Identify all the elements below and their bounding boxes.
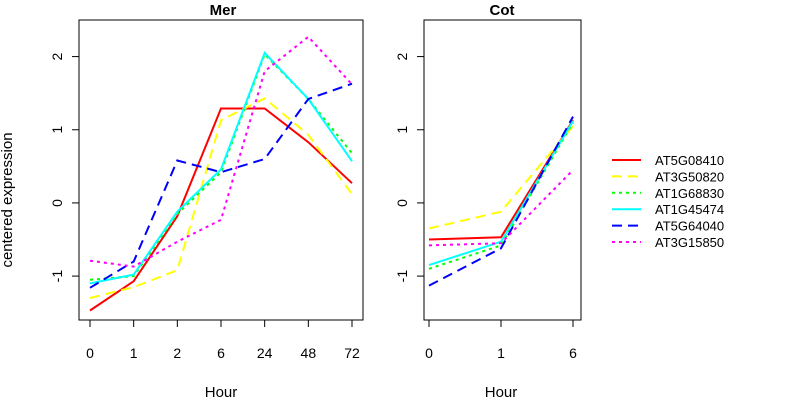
y-tick-label: 0 — [394, 199, 410, 207]
y-tick-label: 2 — [49, 52, 65, 60]
y-tick-label: 1 — [394, 126, 410, 134]
x-tick-label: 0 — [86, 345, 94, 361]
y-tick-label: -1 — [49, 270, 65, 283]
series-line-at3g15850 — [428, 169, 574, 247]
y-tick-label: 2 — [394, 52, 410, 60]
panel-cot: Cot -1 0 1 2 0 1 6 Hour — [394, 2, 582, 400]
series-line-at5g08410 — [428, 119, 574, 241]
series-lines-cot — [428, 116, 574, 287]
x-axis-label-cot: Hour — [485, 384, 518, 400]
legend-label: AT5G64040 — [655, 219, 724, 234]
plot-frame-cot — [423, 19, 582, 321]
panel-title-mer: Mer — [210, 2, 237, 19]
panel-mer: Mer -1 0 1 2 0 1 2 6 24 48 72 Hour — [49, 2, 364, 400]
legend-label: AT3G15850 — [655, 235, 724, 250]
x-tick-label: 48 — [301, 345, 317, 361]
legend-label: AT1G45474 — [655, 202, 724, 217]
panel-title-cot: Cot — [490, 2, 515, 19]
x-tick-label: 0 — [425, 345, 433, 361]
y-axis-mer: -1 0 1 2 — [49, 52, 79, 282]
x-tick-label: 1 — [130, 345, 138, 361]
x-axis-cot: 0 1 6 — [425, 320, 577, 361]
y-tick-label: -1 — [394, 270, 410, 283]
x-tick-label: 6 — [569, 345, 577, 361]
x-axis-label-mer: Hour — [205, 384, 238, 400]
series-line-at5g08410 — [89, 107, 353, 312]
series-line-at3g50820 — [428, 125, 574, 230]
x-axis-mer: 0 1 2 6 24 48 72 — [86, 320, 360, 361]
legend-label: AT5G08410 — [655, 153, 724, 168]
series-line-at1g45474 — [89, 51, 353, 285]
x-tick-label: 6 — [217, 345, 225, 361]
series-lines-mer — [89, 35, 353, 312]
series-line-at3g15850 — [89, 35, 353, 268]
legend-label: AT3G50820 — [655, 169, 724, 184]
series-line-at5g64040 — [89, 82, 353, 289]
y-tick-label: 1 — [49, 126, 65, 134]
y-axis-label: centered expression — [0, 132, 16, 267]
y-tick-label: 0 — [49, 199, 65, 207]
x-tick-label: 72 — [344, 345, 360, 361]
series-line-at3g50820 — [89, 97, 353, 299]
x-tick-label: 24 — [257, 345, 273, 361]
x-tick-label: 1 — [497, 345, 505, 361]
y-axis-cot: -1 0 1 2 — [394, 52, 424, 282]
x-tick-label: 2 — [173, 345, 181, 361]
series-line-at1g68830 — [89, 52, 353, 281]
series-line-at1g68830 — [428, 121, 574, 270]
series-line-at5g64040 — [428, 116, 574, 287]
legend-label: AT1G68830 — [655, 186, 724, 201]
